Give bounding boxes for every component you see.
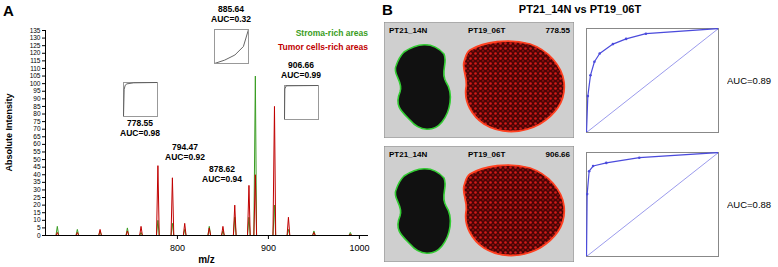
svg-text:800: 800 [170,243,185,253]
svg-text:100: 100 [30,80,41,87]
svg-text:AUC=0.89: AUC=0.89 [727,75,771,86]
svg-text:45: 45 [33,163,41,170]
svg-text:125: 125 [30,42,41,49]
svg-text:5: 5 [37,224,41,231]
svg-text:Absolute Intensity: Absolute Intensity [4,93,14,171]
svg-text:50: 50 [33,156,41,163]
svg-text:AUC=0.94: AUC=0.94 [202,174,242,184]
svg-text:AUC=0.99: AUC=0.99 [281,70,321,80]
svg-text:70: 70 [33,125,41,132]
svg-text:794.47: 794.47 [172,142,198,152]
svg-text:m/z: m/z [198,254,215,265]
svg-text:1000: 1000 [349,243,369,253]
svg-text:65: 65 [33,133,41,140]
svg-text:40: 40 [33,171,41,178]
svg-text:PT21_14N vs PT19_06T: PT21_14N vs PT19_06T [519,3,642,15]
svg-text:A: A [3,2,14,19]
svg-text:15: 15 [33,209,41,216]
svg-text:906.66: 906.66 [288,60,314,70]
svg-text:878.62: 878.62 [209,164,235,174]
svg-text:906.66: 906.66 [546,150,571,159]
svg-text:PT19_06T: PT19_06T [468,26,505,35]
svg-text:85: 85 [33,103,41,110]
svg-text:55: 55 [33,148,41,155]
svg-text:AUC=0.98: AUC=0.98 [120,128,160,138]
svg-text:120: 120 [30,49,41,56]
svg-text:PT21_14N: PT21_14N [389,26,427,35]
svg-text:35: 35 [33,178,41,185]
svg-text:135: 135 [30,27,41,34]
svg-text:Tumor cells-rich areas: Tumor cells-rich areas [278,42,368,52]
svg-text:20: 20 [33,201,41,208]
svg-text:AUC=0.88: AUC=0.88 [727,199,771,210]
svg-text:75: 75 [33,118,41,125]
svg-text:PT21_14N: PT21_14N [389,150,427,159]
svg-text:130: 130 [30,34,41,41]
svg-text:95: 95 [33,87,41,94]
svg-text:778.55: 778.55 [127,118,153,128]
svg-text:900: 900 [261,243,276,253]
svg-text:0: 0 [37,232,41,239]
svg-text:AUC=0.92: AUC=0.92 [165,152,205,162]
svg-text:60: 60 [33,140,41,147]
svg-text:10: 10 [33,216,41,223]
svg-text:110: 110 [30,65,41,72]
svg-text:PT19_06T: PT19_06T [468,150,505,159]
svg-text:778.55: 778.55 [546,26,571,35]
svg-text:AUC=0.32: AUC=0.32 [211,14,251,24]
svg-text:105: 105 [30,72,41,79]
svg-text:115: 115 [30,57,41,64]
svg-text:885.64: 885.64 [218,4,244,14]
svg-text:30: 30 [33,186,41,193]
svg-text:90: 90 [33,95,41,102]
svg-text:25: 25 [33,194,41,201]
svg-text:B: B [382,1,393,18]
svg-text:80: 80 [33,110,41,117]
svg-text:Stroma-rich areas: Stroma-rich areas [296,28,369,38]
